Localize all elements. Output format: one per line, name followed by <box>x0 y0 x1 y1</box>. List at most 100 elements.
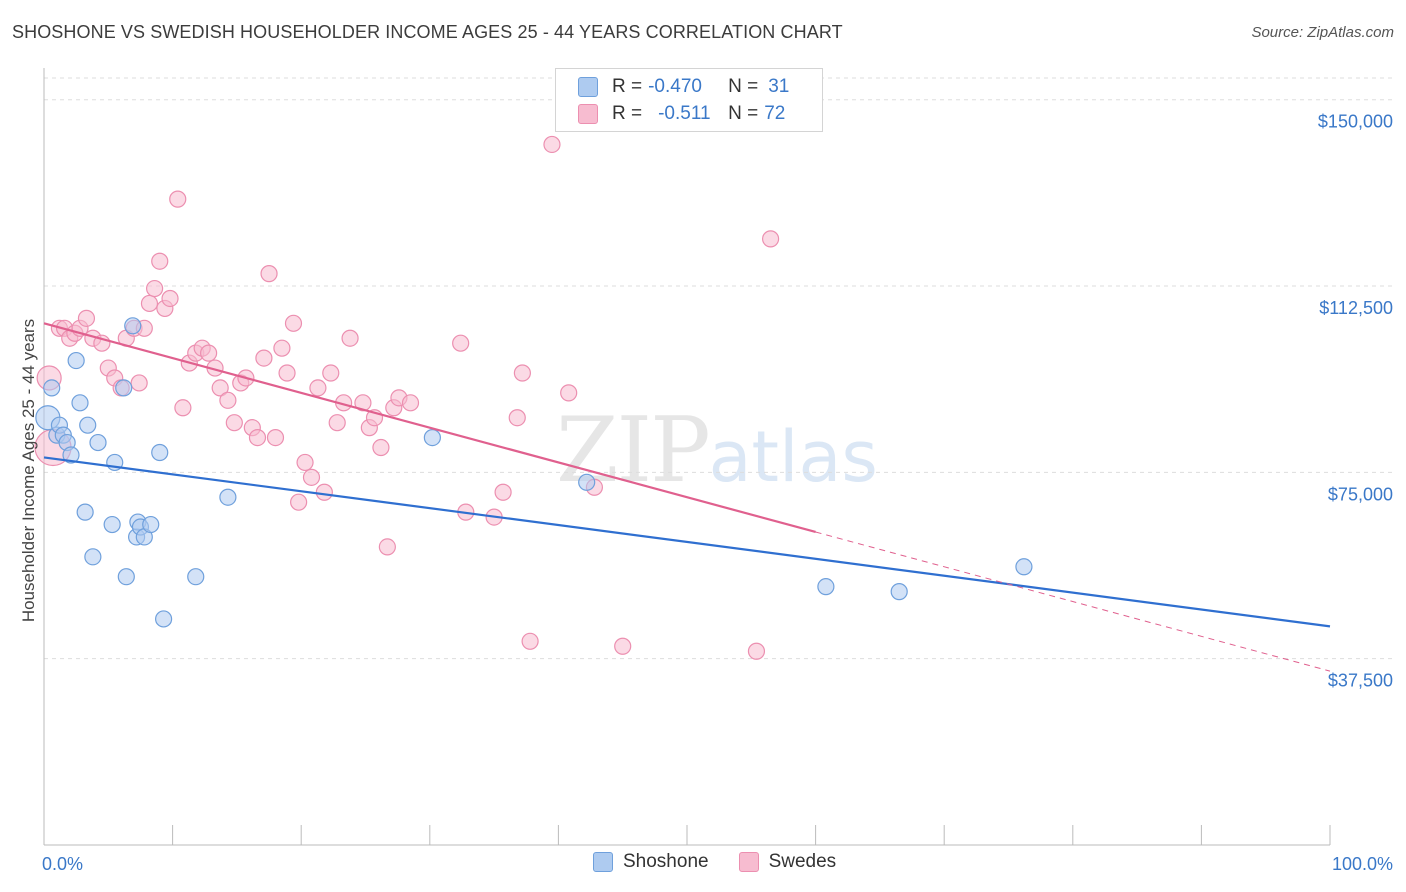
chart-title: SHOSHONE VS SWEDISH HOUSEHOLDER INCOME A… <box>12 22 843 42</box>
swedes-point <box>328 414 346 432</box>
shoshone-point <box>103 515 121 534</box>
shoshone-point <box>84 548 102 566</box>
swedes-point <box>560 384 578 402</box>
swedes-point <box>309 379 327 397</box>
source-credit: Source: ZipAtlas.com <box>1251 24 1394 41</box>
shoshone-point <box>578 473 596 491</box>
swedes-point <box>161 289 179 308</box>
watermark-atlas: atlas <box>708 416 878 498</box>
swedes-point <box>225 414 243 432</box>
swedes-point <box>255 349 273 367</box>
y-tick-label: $75,000 <box>1328 484 1393 504</box>
trend-lines <box>43 322 1331 672</box>
axes <box>43 68 1331 846</box>
series-legend-shoshone[interactable]: Shoshone <box>593 851 709 873</box>
shoshone-point <box>423 428 441 447</box>
swedes-point <box>219 391 237 409</box>
shoshone-point <box>115 379 133 397</box>
shoshone-point <box>817 578 835 596</box>
swedes-point <box>747 642 766 660</box>
shoshone-point <box>117 568 135 586</box>
swedes-point <box>174 399 192 417</box>
swedes-point <box>278 364 296 382</box>
legend-swatch-shoshone <box>578 77 598 97</box>
y-tick-label: $112,500 <box>1319 298 1393 318</box>
legend-r-value-shoshone: -0.470 <box>648 76 702 97</box>
legend-n-label: N = <box>728 76 759 97</box>
gridlines <box>44 77 1394 660</box>
shoshone-trend-line <box>43 456 1331 628</box>
swedes-point <box>266 428 285 447</box>
swedes-point <box>302 468 321 486</box>
shoshone-point <box>154 610 173 628</box>
legend-n-value-shoshone: 31 <box>768 76 790 97</box>
swedes-trend-extension <box>815 531 1331 672</box>
legend-n-value-swedes: 72 <box>764 103 786 124</box>
swedes-point <box>248 428 267 447</box>
shoshone-point <box>187 568 205 586</box>
shoshone-point <box>71 394 89 412</box>
swedes-point <box>284 314 303 332</box>
series-label-shoshone: Shoshone <box>623 851 709 872</box>
swedes-point <box>513 364 531 382</box>
legend-swatch-swedes <box>578 104 598 124</box>
swedes-point <box>401 394 420 412</box>
series-swatch-swedes <box>738 852 759 872</box>
shoshone-point <box>79 416 97 434</box>
swedes-point <box>260 265 278 283</box>
shoshone-point <box>124 317 142 335</box>
swedes-point <box>543 135 561 154</box>
swedes-point <box>322 364 340 382</box>
swedes-point <box>273 339 291 357</box>
swedes-trend-line <box>43 322 816 534</box>
shoshone-point <box>62 446 80 464</box>
swedes-point <box>77 309 96 327</box>
swedes-point <box>315 483 333 501</box>
x-tick-label-max: 100.0% <box>1332 854 1393 874</box>
shoshone-point <box>67 351 85 370</box>
legend-r-label: R = <box>612 103 643 124</box>
shoshone-point <box>89 433 107 452</box>
y-tick-label: $37,500 <box>1328 671 1393 691</box>
shoshone-point <box>890 583 908 601</box>
swedes-point <box>140 294 159 313</box>
swedes-point <box>151 252 169 270</box>
y-axis-label: Householder Income Ages 25 - 44 years <box>19 319 38 622</box>
swedes-point <box>200 344 218 362</box>
shoshone-point <box>76 503 94 521</box>
swedes-point <box>614 637 632 655</box>
swedes-point <box>130 374 148 392</box>
swedes-point <box>211 379 229 397</box>
swedes-point <box>508 409 526 427</box>
legend-r-value-swedes: -0.511 <box>658 103 711 124</box>
shoshone-point <box>151 443 169 462</box>
series-legend-swedes[interactable]: Swedes <box>738 851 836 873</box>
shoshone-point <box>43 379 61 397</box>
swedes-point <box>169 190 187 208</box>
swedes-point <box>452 334 470 352</box>
shoshone-point <box>1015 558 1033 576</box>
swedes-point <box>494 483 512 501</box>
x-tick-label-min: 0.0% <box>42 854 83 874</box>
swedes-point <box>296 453 314 472</box>
swedes-point <box>290 493 308 511</box>
swedes-point <box>761 230 780 248</box>
swedes-point <box>145 279 164 298</box>
legend-n-label: N = <box>728 103 759 124</box>
shoshone-point <box>219 488 237 506</box>
axis-labels: $37,500 $75,000 $112,500 $150,000 0.0% 100.0%… <box>19 112 1393 874</box>
legend-row-shoshone: R = -0.470 N = 31 <box>578 73 789 101</box>
swedes-point <box>341 329 359 347</box>
correlation-legend: R = -0.470 N = 31 R = -0.511 N = 72 <box>555 68 823 132</box>
legend-row-swedes: R = -0.511 N = 72 <box>578 100 785 128</box>
swedes-point <box>521 632 539 650</box>
y-tick-label: $150,000 <box>1318 112 1393 132</box>
legend-r-label: R = <box>612 76 643 97</box>
swedes-points <box>34 135 780 660</box>
shoshone-point <box>142 515 160 534</box>
series-legend: Shoshone Swedes <box>593 851 866 873</box>
swedes-point <box>378 538 396 556</box>
swedes-point <box>372 438 390 457</box>
series-swatch-shoshone <box>593 852 613 872</box>
